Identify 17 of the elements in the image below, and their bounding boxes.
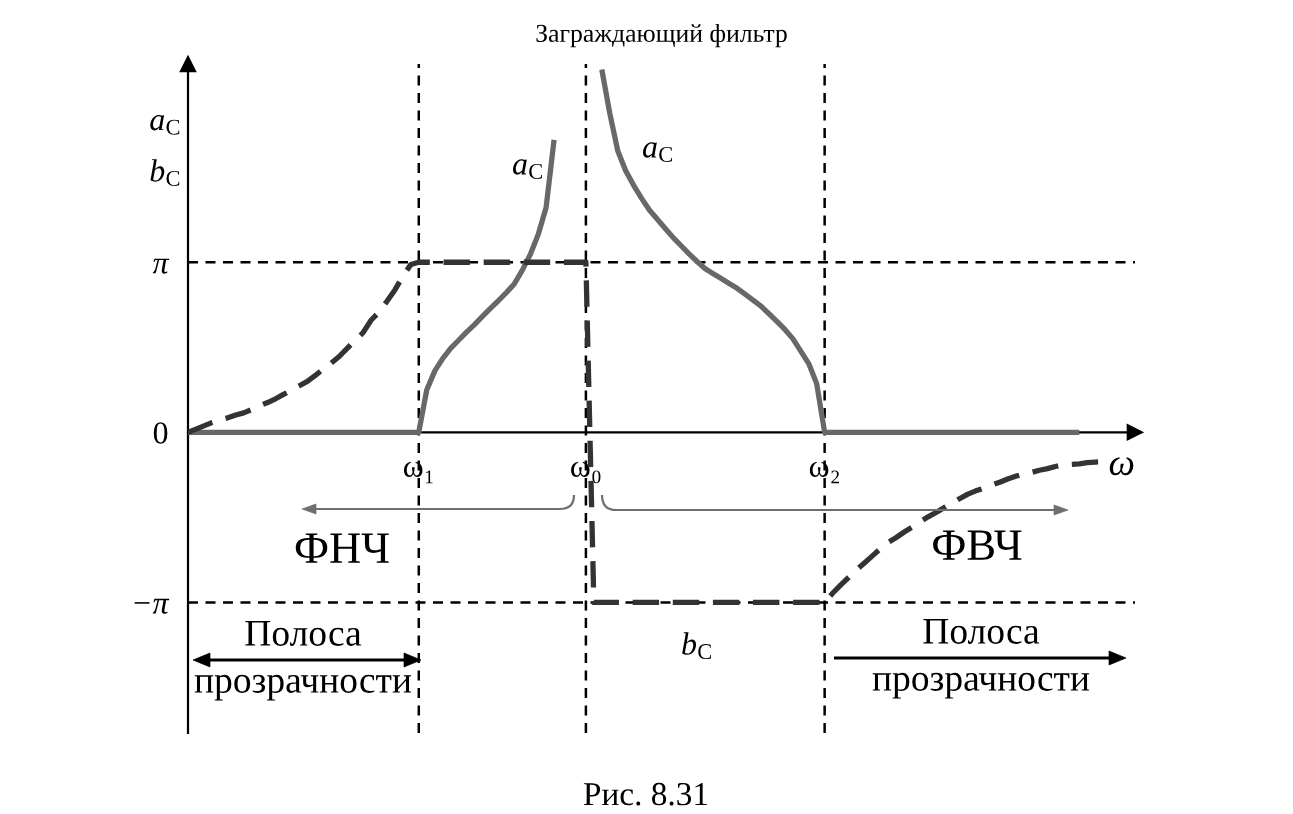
text: Рис. 8.31 xyxy=(583,782,708,806)
y-tick-label: 0 xyxy=(153,422,168,444)
annotation: a$_{С}$ xyxy=(642,142,672,163)
annotation: Полоса прозрачности xyxy=(872,618,1090,699)
x-axis-title: ω xyxy=(1109,457,1134,476)
y-tick-label: −π xyxy=(134,598,170,614)
y-axis-title: a$_{С}$ b$_{С}$ xyxy=(150,115,180,186)
x-tick-label: ω₀ xyxy=(571,461,601,484)
annotation: ФНЧ xyxy=(295,533,389,563)
annotation: a$_{С}$ xyxy=(512,159,542,180)
annotation: Полоса прозрачности xyxy=(194,620,412,701)
y-tick-label: π xyxy=(152,258,170,274)
annotation: ФВЧ xyxy=(933,530,1022,560)
x-tick-label: ω₂ xyxy=(809,461,839,484)
chart-title: Заграждающий фильтр xyxy=(536,23,787,48)
annotation: b$_{С}$ xyxy=(682,632,711,660)
x-tick-label: ω₁ xyxy=(403,461,433,484)
